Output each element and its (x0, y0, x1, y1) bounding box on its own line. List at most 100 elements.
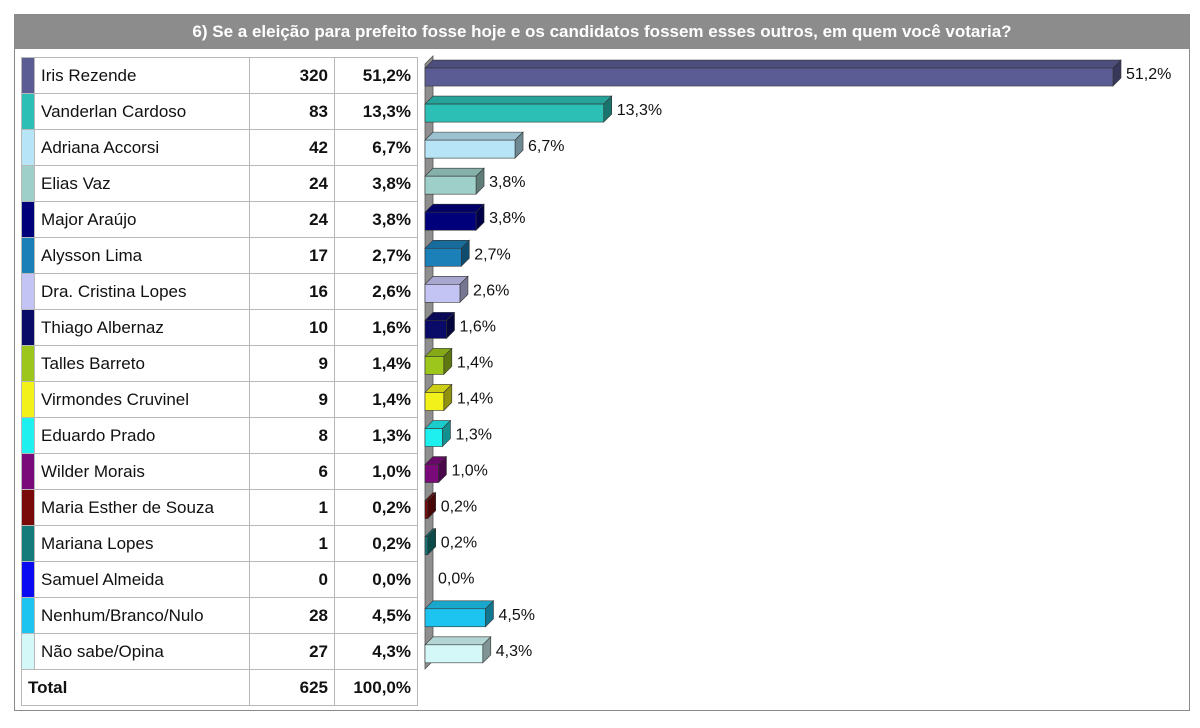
bar-front-face (424, 356, 445, 375)
bar (424, 275, 469, 304)
data-label: 2,6% (473, 282, 509, 299)
bar-front-face (424, 464, 439, 483)
bar (424, 347, 453, 376)
vote-percent: 4,3% (334, 633, 418, 670)
vote-count: 83 (249, 93, 335, 130)
vote-count: 1 (249, 489, 335, 526)
bar (424, 600, 495, 628)
data-label: 1,3% (455, 427, 491, 444)
table-row: Eduardo Prado 8 1,3% (21, 417, 418, 454)
vote-percent: 3,8% (334, 201, 418, 238)
data-label: 4,3% (496, 643, 532, 660)
vote-count: 9 (249, 345, 335, 382)
bar-front-face (424, 284, 461, 303)
bar-top-face (424, 95, 613, 105)
data-label: 0,2% (441, 535, 477, 552)
data-label: 1,4% (457, 354, 493, 371)
bar-top-face (424, 131, 524, 141)
table-row: Virmondes Cruvinel 9 1,4% (21, 381, 418, 418)
bar (424, 383, 453, 412)
vote-percent: 0,0% (334, 561, 418, 598)
color-swatch (21, 237, 35, 274)
data-label: 0,2% (441, 499, 477, 516)
bar-top-face (424, 636, 492, 646)
data-label: 1,6% (460, 318, 496, 335)
vote-percent: 0,2% (334, 489, 418, 526)
data-label: 6,7% (528, 138, 564, 155)
candidate-name: Thiago Albernaz (34, 309, 250, 346)
chart-frame: 6) Se a eleição para prefeito fosse hoje… (14, 14, 1190, 711)
vote-count: 1 (249, 525, 335, 562)
vote-percent: 2,6% (334, 273, 418, 310)
vote-count: 0 (249, 561, 335, 598)
bar (424, 95, 613, 123)
vote-percent: 6,7% (334, 129, 418, 166)
bar-front-face (424, 536, 428, 555)
bar-front-face (424, 428, 443, 447)
data-label: 13,3% (617, 102, 662, 119)
candidate-name: Eduardo Prado (34, 417, 250, 454)
candidate-name: Mariana Lopes (34, 525, 250, 562)
color-swatch (21, 309, 35, 346)
candidate-name: Nenhum/Branco/Nulo (34, 597, 250, 634)
color-swatch (21, 633, 35, 670)
vote-count: 6 (249, 453, 335, 490)
data-label: 2,7% (474, 246, 510, 263)
vote-percent: 2,7% (334, 237, 418, 274)
data-label: 3,8% (489, 174, 525, 191)
table-row: Samuel Almeida 0 0,0% (21, 561, 418, 598)
data-label: 4,5% (498, 607, 534, 624)
bar-front-face (424, 139, 516, 159)
candidate-name: Não sabe/Opina (34, 633, 250, 670)
table-row: Mariana Lopes 1 0,2% (21, 525, 418, 562)
vote-count: 10 (249, 309, 335, 346)
bar-top-face (424, 59, 1122, 69)
bar-front-face (424, 608, 486, 628)
data-label: 1,0% (451, 463, 487, 480)
table-row: Alysson Lima 17 2,7% (21, 237, 418, 274)
bar-front-face (424, 392, 445, 411)
vote-percent: 1,4% (334, 381, 418, 418)
bar-top-face (424, 600, 495, 610)
table-row: Dra. Cristina Lopes 16 2,6% (21, 273, 418, 310)
bar-front-face (424, 103, 605, 123)
candidate-name: Virmondes Cruvinel (34, 381, 250, 418)
total-label: Total (21, 669, 250, 706)
bar (424, 167, 485, 195)
bar-front-face (424, 247, 462, 267)
table-row: Adriana Accorsi 42 6,7% (21, 129, 418, 166)
table-row: Não sabe/Opina 27 4,3% (21, 633, 418, 670)
bar (424, 131, 524, 159)
bar (424, 491, 437, 520)
data-label: 51,2% (1126, 66, 1171, 83)
bar (424, 419, 452, 448)
candidate-name: Vanderlan Cardoso (34, 93, 250, 130)
candidate-name: Samuel Almeida (34, 561, 250, 598)
bar (424, 203, 485, 231)
table-row: Thiago Albernaz 10 1,6% (21, 309, 418, 346)
table-row: Vanderlan Cardoso 83 13,3% (21, 93, 418, 130)
table-row: Elias Vaz 24 3,8% (21, 165, 418, 202)
vote-count: 42 (249, 129, 335, 166)
vote-percent: 4,5% (334, 597, 418, 634)
candidate-name: Elias Vaz (34, 165, 250, 202)
candidate-name: Alysson Lima (34, 237, 250, 274)
vote-percent: 1,4% (334, 345, 418, 382)
table-row: Major Araújo 24 3,8% (21, 201, 418, 238)
color-swatch (21, 561, 35, 598)
total-row: Total 625 100,0% (21, 669, 418, 706)
vote-percent: 1,6% (334, 309, 418, 346)
color-swatch (21, 381, 35, 418)
color-swatch (21, 597, 35, 634)
total-count: 625 (249, 669, 335, 706)
color-swatch (21, 93, 35, 130)
table-row: Maria Esther de Souza 1 0,2% (21, 489, 418, 526)
bar-front-face (424, 175, 477, 195)
bar (424, 527, 437, 556)
bar (424, 455, 448, 484)
vote-percent: 13,3% (334, 93, 418, 130)
vote-percent: 3,8% (334, 165, 418, 202)
vote-count: 24 (249, 165, 335, 202)
bar-front-face (424, 644, 484, 664)
